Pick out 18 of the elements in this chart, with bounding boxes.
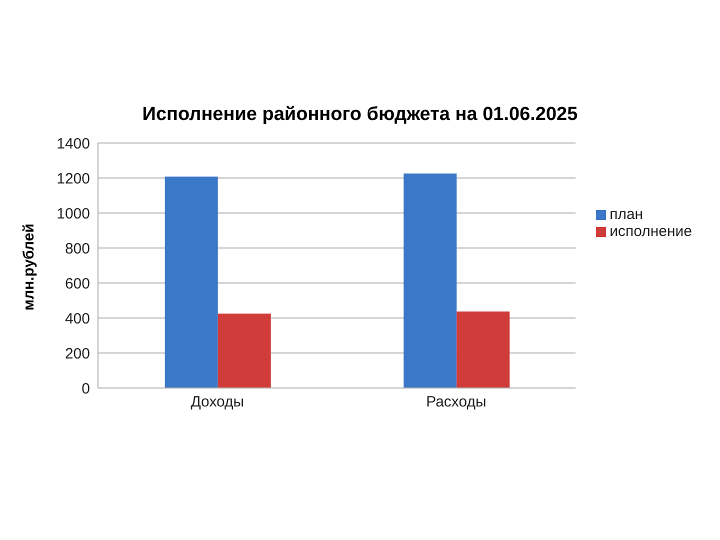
bar	[218, 314, 271, 388]
y-axis-title: млн.рублей	[20, 224, 38, 310]
y-tick-label: 0	[82, 380, 90, 398]
legend-label: исполнение	[610, 223, 692, 240]
x-tick-label: Доходы	[190, 394, 244, 411]
chart-title: Исполнение районного бюджета на 01.06.2025	[141, 104, 579, 126]
y-tick-label: 800	[64, 240, 90, 258]
x-tick-label: Расходы	[426, 394, 486, 411]
bar	[404, 173, 457, 388]
y-tick-label: 1000	[56, 205, 90, 222]
y-tick-label: 400	[64, 310, 90, 328]
y-tick-label: 1200	[56, 170, 90, 188]
bar	[164, 176, 218, 388]
y-tick-label: 200	[64, 345, 90, 362]
y-tick-label: 1400	[56, 135, 90, 152]
bar	[456, 312, 510, 388]
legend-label: план	[610, 206, 644, 223]
y-tick-label: 600	[64, 275, 90, 292]
